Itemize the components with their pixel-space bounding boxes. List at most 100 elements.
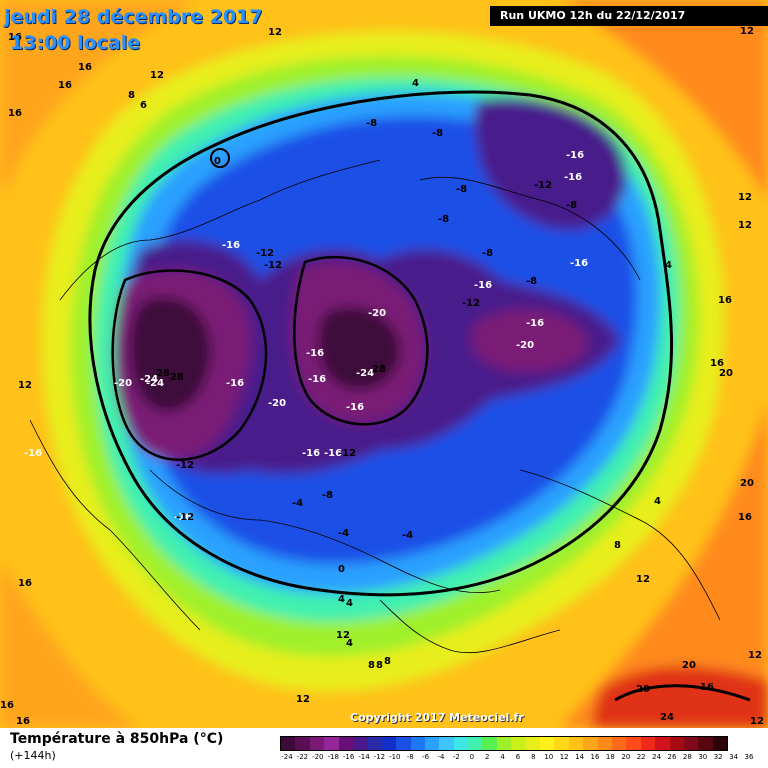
isotherm-label: 12 (738, 192, 752, 203)
zone-indigo-north (474, 97, 627, 230)
isotherm-label: 4 (665, 260, 672, 271)
scale-swatch (511, 737, 526, 750)
isotherm-label: -8 (432, 128, 444, 139)
scale-swatch (295, 737, 310, 750)
isotherm-label: -8 (322, 490, 334, 501)
scale-swatch (324, 737, 339, 750)
scale-swatch (309, 737, 325, 750)
isotherm-label: -4 (292, 498, 304, 509)
isotherm-label: -12 (264, 260, 283, 271)
isotherm-label: -16 (474, 280, 493, 291)
isotherm-label: 16 (78, 62, 92, 73)
isotherm-label: 12 (150, 70, 164, 81)
scale-tick-label: -20 (312, 753, 324, 761)
scale-tick-label: 10 (544, 753, 554, 761)
scale-swatch (583, 737, 598, 750)
scale-tick-label: 16 (590, 753, 600, 761)
scale-tick-label: -10 (389, 753, 401, 761)
isotherm-label: -4 (402, 530, 414, 541)
zone-ne-warm (560, 0, 768, 200)
legend-title: Température à 850hPa (°C) (10, 731, 224, 747)
isotherm-label: -16 (302, 448, 321, 459)
map-canvas (0, 0, 768, 728)
isotherm-label: 16 (16, 716, 30, 727)
scale-tick-label: 26 (667, 753, 677, 761)
scale-tick-label: 0 (469, 753, 475, 761)
scale-swatch (540, 737, 555, 750)
coastlines (29, 159, 721, 654)
scale-tick-label: 4 (500, 753, 505, 761)
scale-tick-label: 2 (484, 753, 490, 761)
temperature-field (0, 0, 768, 728)
isotherm-label: 28 (170, 372, 184, 383)
isotherm-label: 16 (8, 32, 22, 43)
scale-tick-label: -6 (422, 753, 430, 761)
scale-swatch (281, 737, 296, 750)
isotherm-label: -16 (526, 318, 545, 329)
isotherm-label: -8 (456, 184, 468, 195)
isotherm-label: 0 (214, 156, 221, 167)
scale-swatch (482, 737, 497, 750)
isotherm-label: 28 (372, 364, 386, 375)
isotherm-label: -16 (346, 402, 365, 413)
scale-tick-label: -16 (342, 753, 355, 761)
copyright-text: Copyright 2017 Meteociel.fr (350, 711, 524, 724)
scale-tick-label: 18 (605, 753, 615, 761)
isotherm-label: 28 (156, 368, 170, 379)
scale-tick-label: -14 (358, 753, 370, 761)
isotherm-label: 24 (660, 712, 674, 723)
isotherm-label: 16 (738, 512, 752, 523)
scale-swatch (338, 737, 353, 750)
isotherm-label: 16 (718, 295, 732, 306)
isotherm-label: 8 (614, 540, 621, 551)
isotherm-label: 16 (700, 682, 714, 693)
isotherm-label: 8 (376, 660, 383, 671)
isotherm-label: -24 (140, 374, 159, 385)
zone-west-warm (0, 0, 200, 200)
scale-swatch (626, 737, 641, 750)
zone-purple-east (471, 309, 588, 373)
isotherm-label: -20 (516, 340, 535, 351)
isotherm-label: 12 (748, 650, 762, 661)
isotherm-label: -8 (526, 276, 538, 287)
isotherm-label: 12 (740, 26, 754, 37)
isotherm-label: -16 (324, 448, 343, 459)
zone-hot (590, 666, 768, 728)
scale-swatch (453, 737, 469, 750)
scale-swatch (439, 737, 454, 750)
isotherm-label: 12 (18, 380, 32, 391)
isotherm-label: 12 (636, 574, 650, 585)
isotherm-label: -12 (176, 460, 195, 471)
isotherm-label: -8 (438, 214, 450, 225)
temperature-map: 12 16 16 12 8 6 16 16 12 4 0 -8 -8 -16 -12 -16 -8 -8 -8 4 16… (0, 0, 768, 728)
isotherm-label: 12 (296, 694, 310, 705)
isotherm-label: -16 (222, 240, 241, 251)
contour-small-loop (210, 148, 230, 168)
scale-swatch (496, 737, 512, 750)
scale-swatch (468, 737, 483, 750)
isotherm-label: 20 (636, 684, 650, 695)
scale-tick-label: 6 (515, 753, 521, 761)
scale-tick-label: -8 (406, 753, 414, 761)
scale-tick-label: -22 (296, 753, 309, 761)
isotherm-label: 16 (0, 700, 14, 711)
contour-minus20-central (293, 255, 429, 426)
zone-core-west (130, 296, 211, 413)
isotherm-label: 8 (368, 660, 375, 671)
contour-0c (88, 90, 674, 597)
scale-swatch (410, 737, 425, 750)
scale-swatch (712, 737, 728, 750)
isotherm-label: 8 (384, 656, 391, 667)
scale-tick-label: -18 (327, 753, 339, 761)
isotherm-label: -24 (146, 378, 165, 389)
forecast-date: jeudi 28 décembre 2017 (4, 6, 263, 28)
scale-tick-label: 24 (652, 753, 662, 761)
zone-sw-warm (0, 560, 140, 728)
isotherm-label: -12 (338, 448, 357, 459)
isotherm-label: 16 (710, 358, 724, 369)
scale-swatch (655, 737, 670, 750)
color-scale-ticks: -24 -22 -20 -18 -16 -14 -12 -10 -8 -6 -4 -2 0 2 4 6 8 10 1… (280, 753, 753, 765)
scale-swatch (683, 737, 699, 750)
isotherm-label: 12 (750, 716, 764, 727)
